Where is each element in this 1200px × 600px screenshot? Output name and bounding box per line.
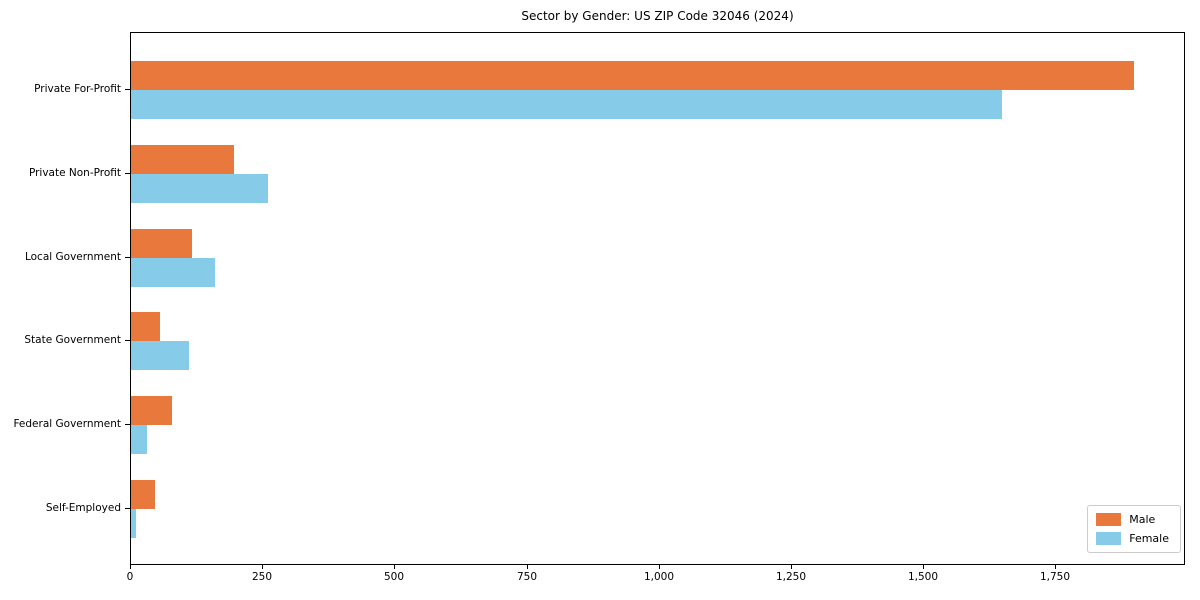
legend-label-female: Female — [1129, 532, 1169, 545]
legend-swatch-female — [1096, 532, 1122, 545]
x-tick-label-3: 750 — [516, 571, 538, 583]
y-axis-label-4: Federal Government — [13, 418, 121, 431]
bar-female-2 — [131, 257, 216, 287]
y-tick-mark-1 — [125, 172, 130, 174]
bar-female-0 — [131, 90, 1002, 119]
bar-female-5 — [131, 509, 137, 538]
x-tick-label-4: 1,000 — [643, 571, 675, 583]
plot-area: Male Female — [130, 32, 1185, 565]
bar-male-0 — [131, 61, 1134, 90]
x-tick-mark-7 — [1055, 565, 1056, 569]
x-tick-label-6: 1,500 — [907, 571, 939, 583]
y-tick-mark-5 — [125, 508, 130, 509]
legend-label-male: Male — [1129, 513, 1156, 526]
x-tick-mark-0 — [130, 565, 131, 569]
chart-title: Sector by Gender: US ZIP Code 32046 (202… — [521, 9, 794, 23]
y-tick-mark-3 — [125, 340, 130, 342]
legend-item-male: Male — [1096, 513, 1169, 526]
legend-swatch-male — [1096, 513, 1122, 526]
legend: Male Female — [1087, 505, 1181, 553]
y-axis-label-2: Local Government — [24, 250, 121, 263]
bar-male-1 — [131, 144, 234, 174]
bar-female-3 — [131, 341, 190, 371]
y-axis-label-5: Self-Employed — [45, 502, 121, 514]
x-tick-mark-6 — [923, 565, 924, 569]
y-axis-label-0: Private For-Profit — [34, 83, 121, 95]
x-tick-label-5: 1,250 — [775, 571, 807, 583]
x-tick-label-2: 500 — [383, 571, 405, 583]
x-tick-mark-1 — [262, 565, 263, 569]
bar-female-4 — [131, 425, 147, 455]
x-tick-label-0: 0 — [126, 571, 134, 583]
y-tick-mark-0 — [125, 89, 130, 90]
y-tick-mark-4 — [125, 424, 130, 426]
bar-male-3 — [131, 312, 161, 342]
x-tick-label-1: 250 — [251, 571, 273, 583]
x-tick-mark-5 — [791, 565, 792, 569]
x-tick-label-7: 1,750 — [1039, 571, 1071, 583]
bar-male-4 — [131, 396, 173, 426]
x-tick-mark-2 — [394, 565, 395, 569]
y-axis-label-3: State Government — [24, 334, 121, 347]
bar-male-5 — [131, 480, 155, 509]
y-axis-label-1: Private Non-Profit — [28, 166, 121, 179]
y-tick-mark-2 — [125, 256, 130, 258]
legend-item-female: Female — [1096, 532, 1169, 545]
bar-male-2 — [131, 228, 192, 258]
x-tick-mark-3 — [527, 565, 528, 569]
x-tick-mark-4 — [659, 565, 660, 569]
bar-female-1 — [131, 173, 269, 203]
